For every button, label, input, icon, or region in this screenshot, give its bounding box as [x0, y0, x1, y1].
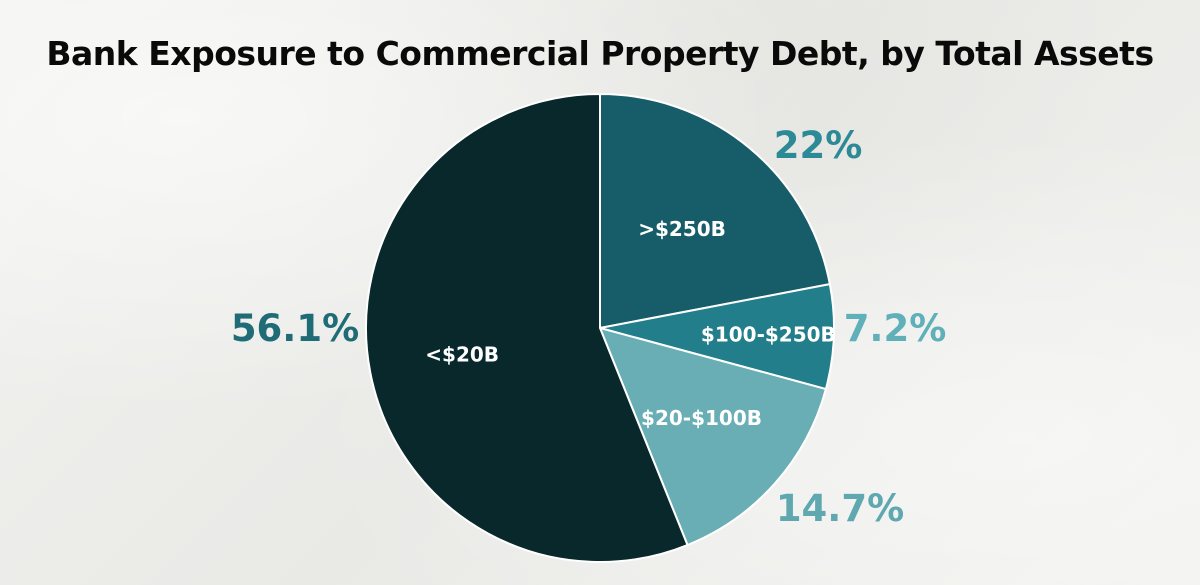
pie-slices	[364, 93, 835, 563]
slice-label-2: $20-$100B	[641, 406, 762, 430]
slice-label-0: >$250B	[638, 217, 726, 241]
pie-slice-0	[599, 93, 831, 329]
pie-slice-3	[364, 93, 689, 563]
percentage-label-2: 14.7%	[776, 487, 904, 530]
chart-title: Bank Exposure to Commercial Property Deb…	[46, 34, 1154, 73]
percentage-label-3: 56.1%	[231, 307, 359, 350]
percentage-labels: 22% 7.2% 14.7% 56.1%	[231, 124, 947, 530]
pie-slice-1	[599, 283, 835, 391]
percentage-label-1: 7.2%	[844, 307, 947, 350]
slice-labels: >$250B $100-$250B $20-$100B <$20B	[425, 217, 836, 430]
percentage-label-0: 22%	[774, 124, 863, 167]
slice-label-3: <$20B	[425, 343, 499, 367]
slice-label-1: $100-$250B	[701, 322, 836, 346]
pie-slice-2	[599, 327, 827, 547]
